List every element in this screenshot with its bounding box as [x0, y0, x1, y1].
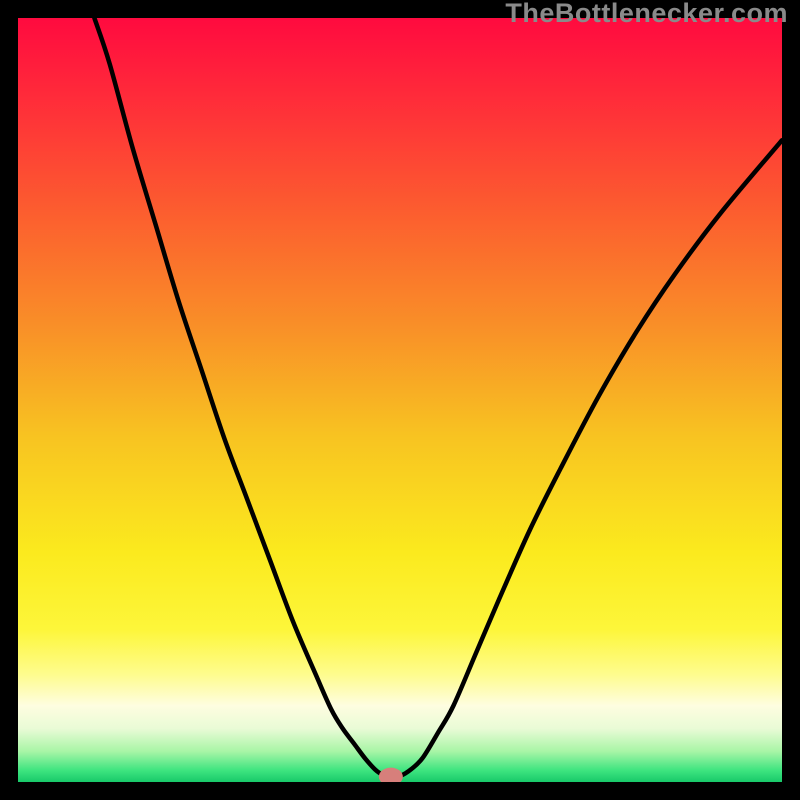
watermark-text: TheBottlenecker.com [505, 0, 788, 29]
optimum-marker [379, 768, 403, 786]
chart-frame: TheBottlenecker.com [0, 0, 800, 800]
chart-svg [0, 0, 800, 800]
gradient-background [18, 18, 782, 782]
